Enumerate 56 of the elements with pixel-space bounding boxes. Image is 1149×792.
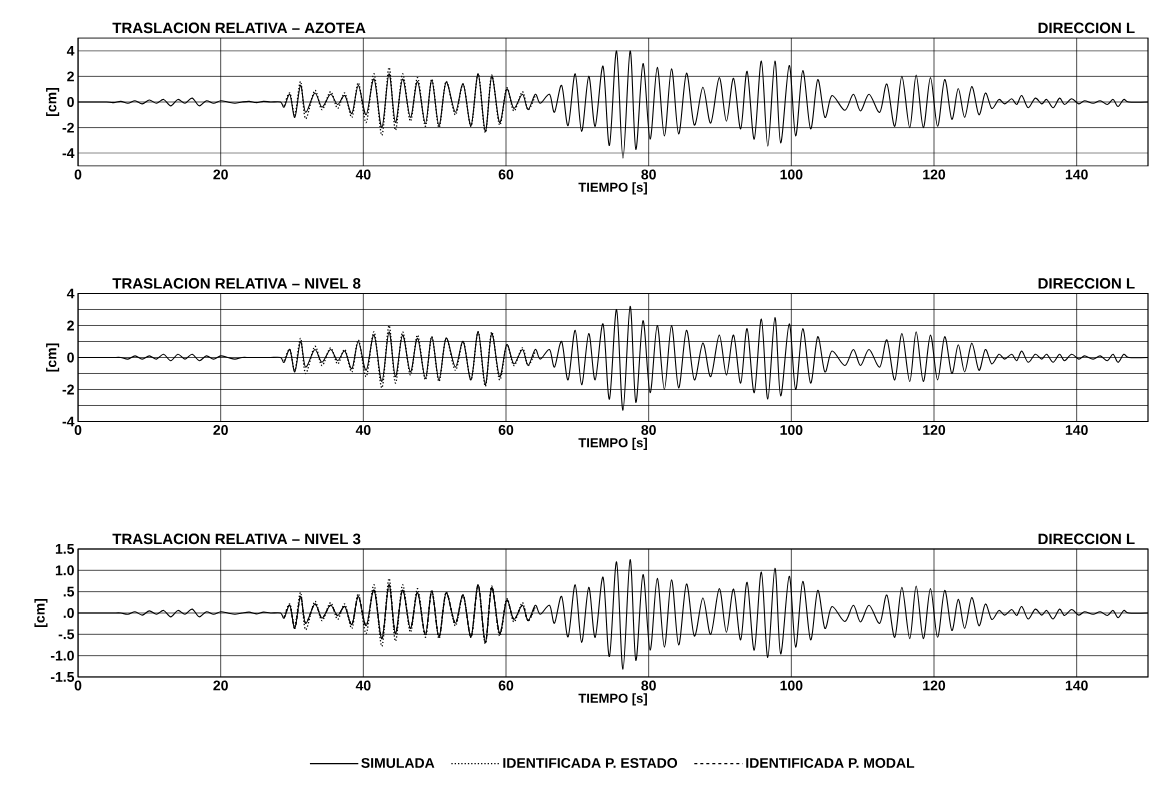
legend-label: IDENTIFICADA P. MODAL: [746, 757, 915, 768]
x-tick-label: 20: [213, 169, 228, 180]
y-tick-label: -.5: [58, 629, 75, 640]
legend-label: IDENTIFICADA P. ESTADO: [503, 757, 678, 768]
x-tick-label: 0: [74, 169, 82, 180]
x-tick-label: 0: [74, 425, 82, 435]
y-tick-label: -4: [62, 148, 75, 158]
y-tick-label: 2: [67, 320, 74, 331]
y-tick-label: 4: [66, 288, 75, 299]
x-tick-label: 120: [923, 425, 946, 435]
y-axis-title: [cm]: [46, 343, 60, 372]
x-axis-title: TIEMPO [s]: [578, 182, 647, 195]
x-tick-label: 20: [213, 680, 228, 691]
y-tick-label: 2: [67, 71, 74, 82]
x-tick-label: 140: [1065, 680, 1088, 691]
y-tick-label: -1.5: [50, 672, 75, 682]
y-axis-title: [cm]: [46, 88, 60, 116]
x-tick-label: 100: [780, 680, 803, 691]
y-tick-label: 0: [67, 97, 74, 107]
chart-title: TRASLACION RELATIVA – NIVEL 8: [112, 278, 361, 289]
y-tick-label: 0: [67, 352, 74, 363]
x-tick-label: 80: [641, 680, 656, 691]
x-axis-title: TIEMPO [s]: [578, 437, 647, 450]
x-tick-label: 80: [641, 425, 656, 435]
y-tick-label: 1.0: [55, 565, 74, 576]
y-tick-label: -4: [62, 416, 75, 427]
chart-title: TRASLACION RELATIVA – NIVEL 3: [112, 533, 361, 545]
x-tick-label: 60: [498, 425, 514, 435]
x-tick-label: 40: [355, 425, 371, 435]
x-tick-label: 40: [355, 169, 371, 180]
y-tick-label: 4: [66, 45, 75, 56]
y-tick-label: -2: [62, 384, 74, 395]
chart-subtitle: DIRECCION L: [1038, 278, 1135, 289]
chart-subtitle: DIRECCION L: [1038, 533, 1135, 545]
x-tick-label: 60: [498, 680, 514, 691]
y-tick-label: -1.0: [50, 650, 74, 661]
x-tick-label: 140: [1065, 169, 1088, 180]
x-tick-label: 80: [641, 169, 656, 180]
x-tick-label: 100: [780, 169, 803, 180]
y-tick-label: .0: [63, 608, 74, 618]
y-axis-title: [cm]: [34, 599, 48, 627]
x-tick-label: 40: [355, 680, 371, 691]
x-tick-label: 60: [498, 169, 514, 180]
chart-subtitle: DIRECCION L: [1038, 22, 1135, 34]
y-tick-label: .5: [63, 586, 75, 597]
x-tick-label: 120: [923, 169, 946, 180]
x-tick-label: 20: [213, 425, 228, 435]
x-tick-label: 100: [780, 425, 803, 435]
y-tick-label: -2: [62, 122, 74, 133]
x-axis-title: TIEMPO [s]: [578, 693, 647, 706]
chart-title: TRASLACION RELATIVA – AZOTEA: [112, 22, 366, 34]
x-tick-label: 120: [923, 680, 946, 691]
x-tick-label: 140: [1065, 425, 1088, 435]
y-tick-label: 1.5: [55, 544, 75, 554]
legend-label: SIMULADA: [361, 757, 435, 768]
x-tick-label: 0: [74, 680, 82, 691]
